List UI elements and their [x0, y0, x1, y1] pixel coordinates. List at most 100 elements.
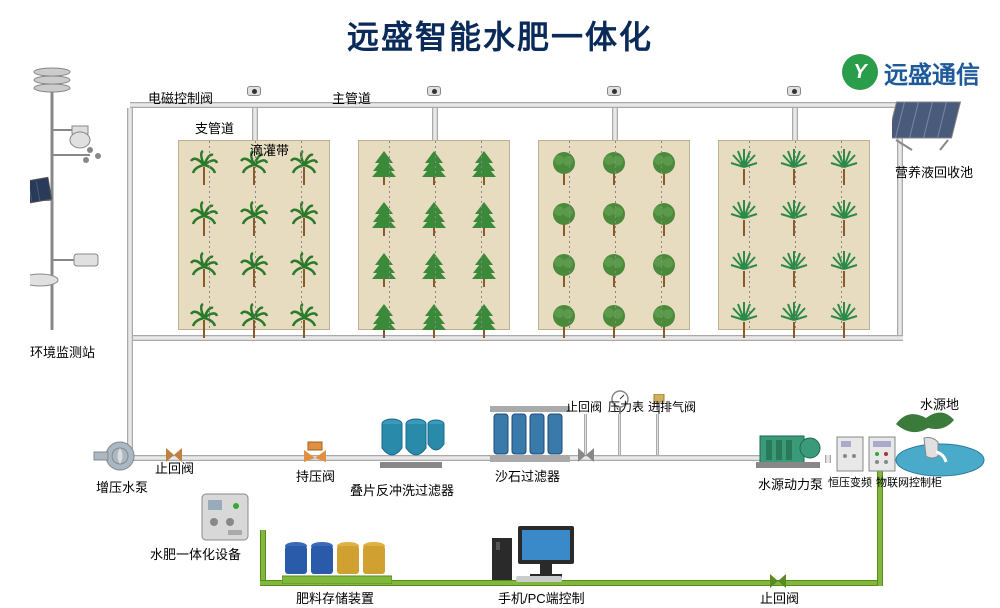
tree-icon	[289, 251, 319, 294]
label-pc-control: 手机/PC端控制	[498, 588, 585, 607]
label-nutrient-pool: 营养液回收池	[895, 162, 973, 181]
main-pipe	[130, 102, 900, 108]
tree-icon	[189, 200, 219, 243]
tree-icon	[779, 149, 809, 192]
label-check-valve-2: 止回阀	[566, 398, 602, 415]
tree-icon	[189, 251, 219, 294]
pipe-pump-source	[825, 455, 831, 463]
tree-icon	[729, 149, 759, 192]
check-valve-1-icon	[166, 448, 182, 467]
tree-icon	[471, 251, 497, 294]
valve-sensor-3	[604, 86, 624, 102]
tree-icon	[189, 149, 219, 192]
tree-icon	[371, 302, 397, 345]
label-vfd: 恒压变频	[828, 474, 872, 490]
tree-icon	[650, 200, 678, 243]
branch-pipe-2	[432, 108, 438, 140]
logo-icon: Y	[842, 54, 878, 90]
env-station	[30, 60, 130, 345]
tree-icon	[371, 251, 397, 294]
tree-icon	[550, 149, 578, 192]
tree-icon	[239, 251, 269, 294]
tree-icon	[779, 200, 809, 243]
tree-icon	[421, 251, 447, 294]
field-2	[358, 140, 510, 330]
disc-filter	[376, 414, 446, 475]
tree-icon	[650, 149, 678, 192]
label-branch-pipe: 支管道	[195, 118, 234, 137]
label-disc-filter: 叠片反冲洗过滤器	[350, 480, 454, 499]
tree-icon	[550, 251, 578, 294]
pc-control	[486, 520, 586, 589]
vfd-cabinet	[836, 436, 864, 477]
tree-icon	[471, 149, 497, 192]
tree-icon	[289, 149, 319, 192]
tree-icon	[289, 200, 319, 243]
process-pipe	[130, 455, 780, 461]
tree-icon	[550, 200, 578, 243]
main-title: 远盛智能水肥一体化	[347, 12, 653, 58]
tree-icon	[371, 200, 397, 243]
tree-icon	[650, 302, 678, 345]
env-station-icon	[30, 60, 130, 340]
tree-icon	[600, 200, 628, 243]
tree-icon	[471, 302, 497, 345]
valve-sensor-2	[424, 86, 444, 102]
hold-valve	[300, 440, 330, 469]
tree-icon	[421, 302, 447, 345]
tree-icon	[600, 149, 628, 192]
tree-icon	[829, 200, 859, 243]
label-main-pipe: 主管道	[332, 88, 371, 107]
branch-pipe-3	[612, 108, 618, 140]
nutrient-pool-icon	[892, 96, 968, 157]
water-source	[888, 406, 992, 483]
sand-filter	[488, 404, 572, 471]
tree-icon	[729, 251, 759, 294]
tree-icon	[779, 251, 809, 294]
tree-icon	[779, 302, 809, 345]
tree-icon	[829, 302, 859, 345]
valve-sensor-4	[784, 86, 804, 102]
label-air-valve: 进排气阀	[648, 398, 696, 415]
label-check-valve-3: 止回阀	[760, 588, 799, 607]
fert-tanks	[282, 534, 392, 589]
logo-text: 远盛通信	[884, 55, 980, 90]
tree-icon	[650, 251, 678, 294]
branch-pipe-4	[792, 108, 798, 140]
tree-icon	[421, 200, 447, 243]
label-booster-pump: 增压水泵	[96, 477, 148, 496]
field-4	[718, 140, 870, 330]
tree-icon	[829, 149, 859, 192]
booster-pump	[92, 436, 142, 481]
tree-icon	[471, 200, 497, 243]
label-water-pump: 水源动力泵	[758, 474, 823, 493]
label-drip-tape: 滴灌带	[250, 140, 289, 159]
branch-pipe-1	[252, 108, 258, 140]
tree-icon	[829, 251, 859, 294]
tree-icon	[239, 302, 269, 345]
tree-icon	[189, 302, 219, 345]
gauge-conn-2	[618, 414, 621, 455]
tree-icon	[550, 302, 578, 345]
gauge-conn-1	[584, 414, 587, 455]
tree-icon	[239, 200, 269, 243]
tree-icon	[729, 302, 759, 345]
tree-icon	[371, 149, 397, 192]
label-fert-storage: 肥料存储装置	[296, 588, 374, 607]
label-env-station: 环境监测站	[30, 342, 95, 361]
fertigation-device	[198, 490, 252, 549]
label-water-source: 水源地	[920, 394, 959, 413]
label-fert-device: 水肥一体化设备	[150, 544, 241, 563]
tree-icon	[600, 251, 628, 294]
tree-icon	[600, 302, 628, 345]
gauge-conn-3	[656, 414, 659, 455]
field-1	[178, 140, 330, 330]
label-pressure-gauge: 压力表	[608, 398, 644, 415]
water-pipe-v1	[260, 530, 266, 585]
brand-logo: Y 远盛通信	[842, 54, 980, 90]
field-3	[538, 140, 690, 330]
tree-icon	[289, 302, 319, 345]
valve-sensor-1	[244, 86, 264, 102]
water-pump	[754, 426, 824, 477]
label-sand-filter: 沙石过滤器	[495, 466, 560, 485]
